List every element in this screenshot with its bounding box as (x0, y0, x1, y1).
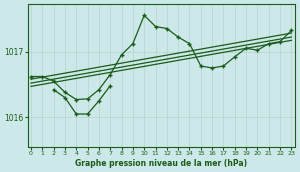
X-axis label: Graphe pression niveau de la mer (hPa): Graphe pression niveau de la mer (hPa) (75, 159, 247, 168)
